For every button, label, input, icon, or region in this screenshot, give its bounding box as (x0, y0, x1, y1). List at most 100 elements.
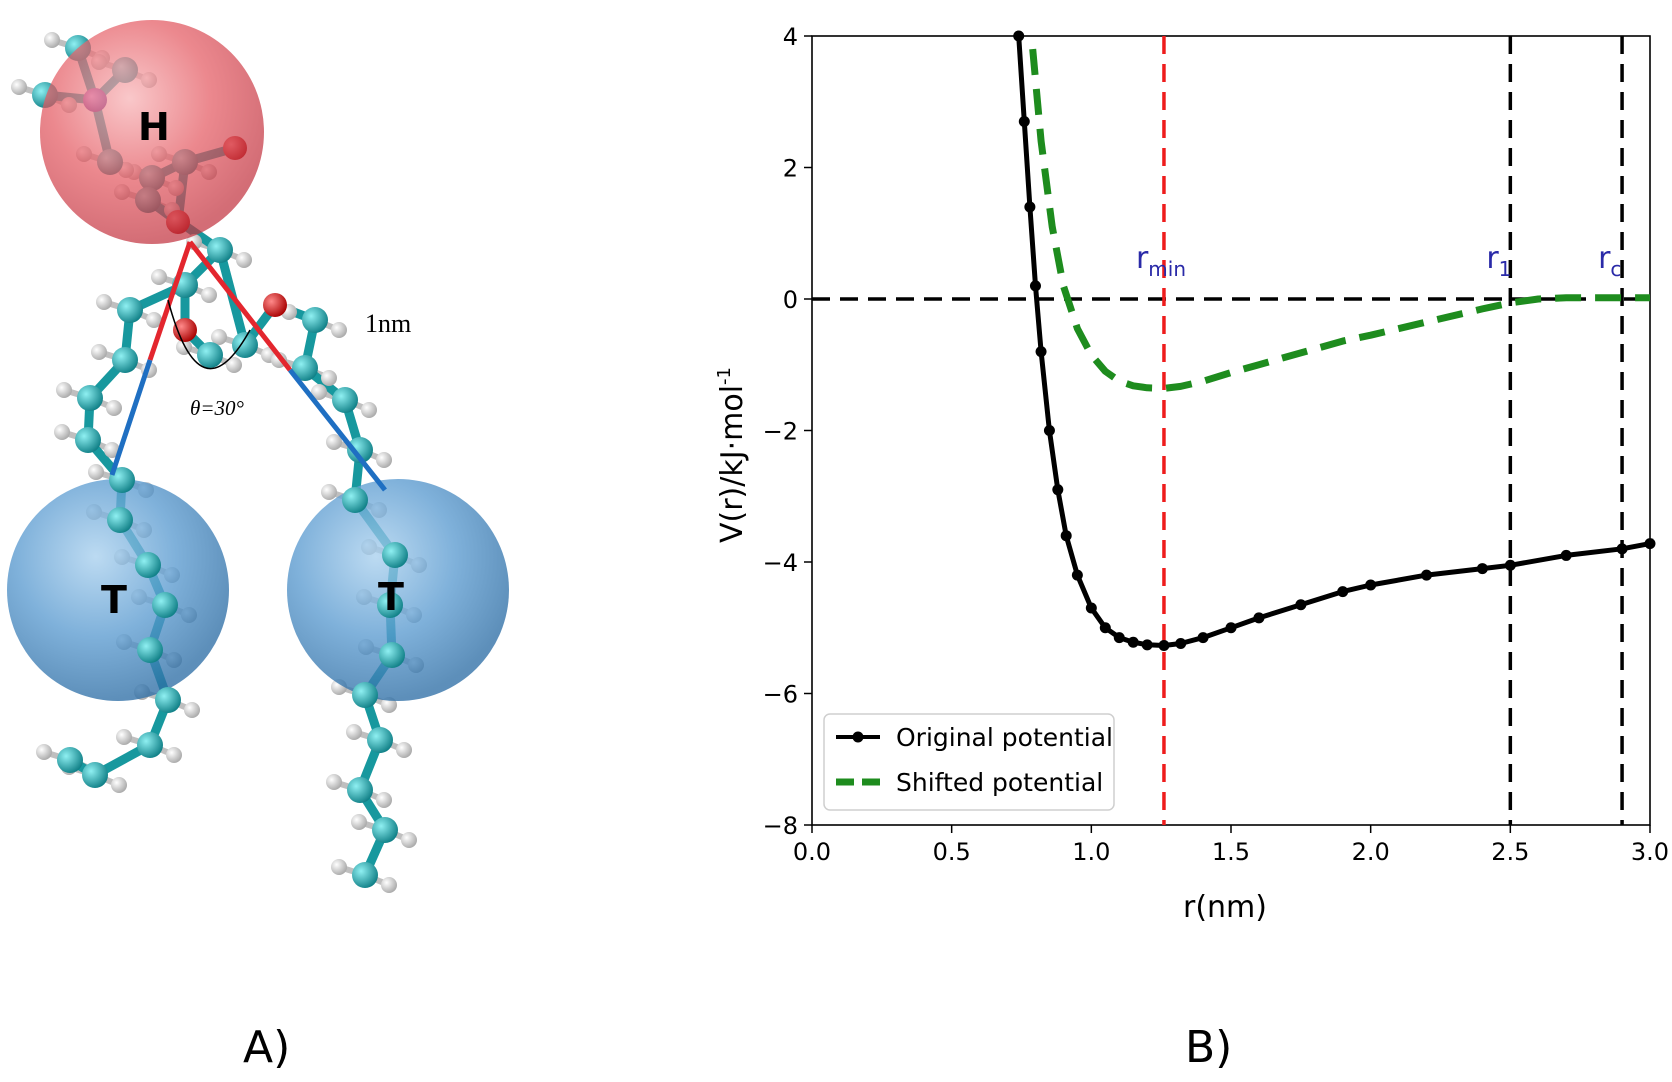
data-point (1295, 599, 1307, 611)
x-tick-label: 3.0 (1631, 838, 1669, 866)
r-markers: rmin r1 rc (1136, 241, 1621, 281)
hydrogen-atom (331, 859, 347, 875)
carbon-atom (372, 817, 398, 843)
hydrogen-atom (381, 697, 397, 713)
carbon-atom (352, 862, 378, 888)
hydrogen-atom (331, 322, 347, 338)
y-tick-label: −6 (763, 681, 798, 709)
x-tick-label: 1.5 (1212, 838, 1250, 866)
data-point (1052, 484, 1064, 496)
carbon-atom (155, 687, 181, 713)
y-tick-label: −8 (763, 812, 798, 840)
y-axis-label-main: V(r)/kJ·mol (715, 385, 750, 543)
carbon-atom (377, 592, 403, 618)
panel-b-label: B) (1185, 1022, 1233, 1073)
chart-ticks: 0.0 0.5 1.0 1.5 2.0 2.5 3.0 −8 −6 −4 −2 0 2 4 (763, 23, 1669, 866)
hydrogen-atom (184, 702, 200, 718)
carbon-atom (347, 437, 373, 463)
hydrogen-atom (116, 729, 132, 745)
carbon-atom (117, 297, 143, 323)
data-point (1253, 612, 1265, 624)
data-point (1616, 543, 1628, 555)
angle-label: θ=30° (190, 396, 244, 420)
hydrogen-atom (104, 442, 120, 458)
series-line-shifted (1029, 48, 1650, 392)
r-marker-label: r1 (1486, 241, 1511, 281)
x-tick-label: 0.0 (793, 838, 831, 866)
tail-bead-left (7, 479, 229, 701)
hydrogen-atom (151, 269, 167, 285)
hydrogen-atom (311, 384, 327, 400)
hydrogen-atom (351, 814, 367, 830)
oxygen-atom (173, 318, 197, 342)
data-point (1035, 346, 1047, 358)
y-axis-label: V(r)/kJ·mol-1 (714, 367, 750, 543)
carbon-atom (382, 542, 408, 568)
y-tick-label: 2 (783, 155, 798, 183)
data-point (1504, 559, 1516, 571)
data-point (1644, 538, 1656, 550)
data-point (1476, 563, 1488, 575)
hydrogen-atom (201, 287, 217, 303)
data-point (1421, 569, 1433, 581)
carbon-atom (292, 355, 318, 381)
chart-series (1013, 30, 1656, 652)
legend-label-shifted: Shifted potential (896, 768, 1103, 797)
data-point (1071, 569, 1083, 581)
tail-bead-right (287, 479, 509, 701)
r-marker-label: rmin (1136, 241, 1186, 281)
data-point (1337, 586, 1349, 598)
hydrogen-atom (396, 742, 412, 758)
carbon-atom (379, 642, 405, 668)
carbon-atom (107, 507, 133, 533)
hydrogen-atom (88, 464, 104, 480)
hydrogen-atom (111, 777, 127, 793)
carbon-atom (75, 427, 101, 453)
data-point (1060, 530, 1072, 542)
data-point (1175, 638, 1187, 650)
hydrogen-atom (326, 774, 342, 790)
r-marker-label: rc (1598, 241, 1621, 281)
carbon-atom (347, 777, 373, 803)
data-point (1018, 115, 1030, 127)
bond-head-left-red (147, 241, 193, 361)
chart-legend: Original potential Shifted potential (823, 713, 1115, 811)
data-point (1158, 640, 1170, 652)
hydrogen-atom (166, 747, 182, 763)
carbon-atom (135, 552, 161, 578)
potential-chart: rmin r1 rc 0.0 0.5 1.0 1.5 2.0 2.5 3.0 −8 −6 −4 −2 0 2… (714, 23, 1669, 925)
carbon-atom (109, 467, 135, 493)
hydrogen-atom (211, 329, 227, 345)
y-tick-label: −2 (763, 418, 798, 446)
carbon-atom (302, 307, 328, 333)
data-point (1127, 636, 1139, 648)
carbon-atom (367, 727, 393, 753)
tail-label-left: T (101, 578, 127, 622)
data-point (1365, 579, 1377, 591)
y-tick-label: 0 (783, 286, 798, 314)
hydrogen-atom (381, 877, 397, 893)
hydrogen-atom (146, 312, 162, 328)
x-tick-label: 2.0 (1352, 838, 1390, 866)
carbon-atom (232, 332, 258, 358)
data-point (1560, 549, 1572, 561)
hydrogen-atom (106, 400, 122, 416)
data-point (1085, 602, 1097, 614)
data-point (1197, 632, 1209, 644)
legend-label-original: Original potential (896, 723, 1113, 752)
molecule-atoms-front (107, 467, 408, 713)
data-point (1141, 639, 1153, 651)
head-bead (40, 20, 264, 244)
data-point (1225, 622, 1237, 634)
plot-frame (811, 35, 1651, 826)
carbon-atom (152, 592, 178, 618)
y-axis-label-sup: -1 (714, 367, 735, 385)
hydrogen-atom (11, 79, 27, 95)
hydrogen-atom (376, 792, 392, 808)
x-tick-label: 2.5 (1491, 838, 1529, 866)
carbon-atom (197, 342, 223, 368)
legend-marker (852, 731, 864, 743)
data-point (1029, 280, 1041, 292)
data-point (1043, 425, 1055, 436)
